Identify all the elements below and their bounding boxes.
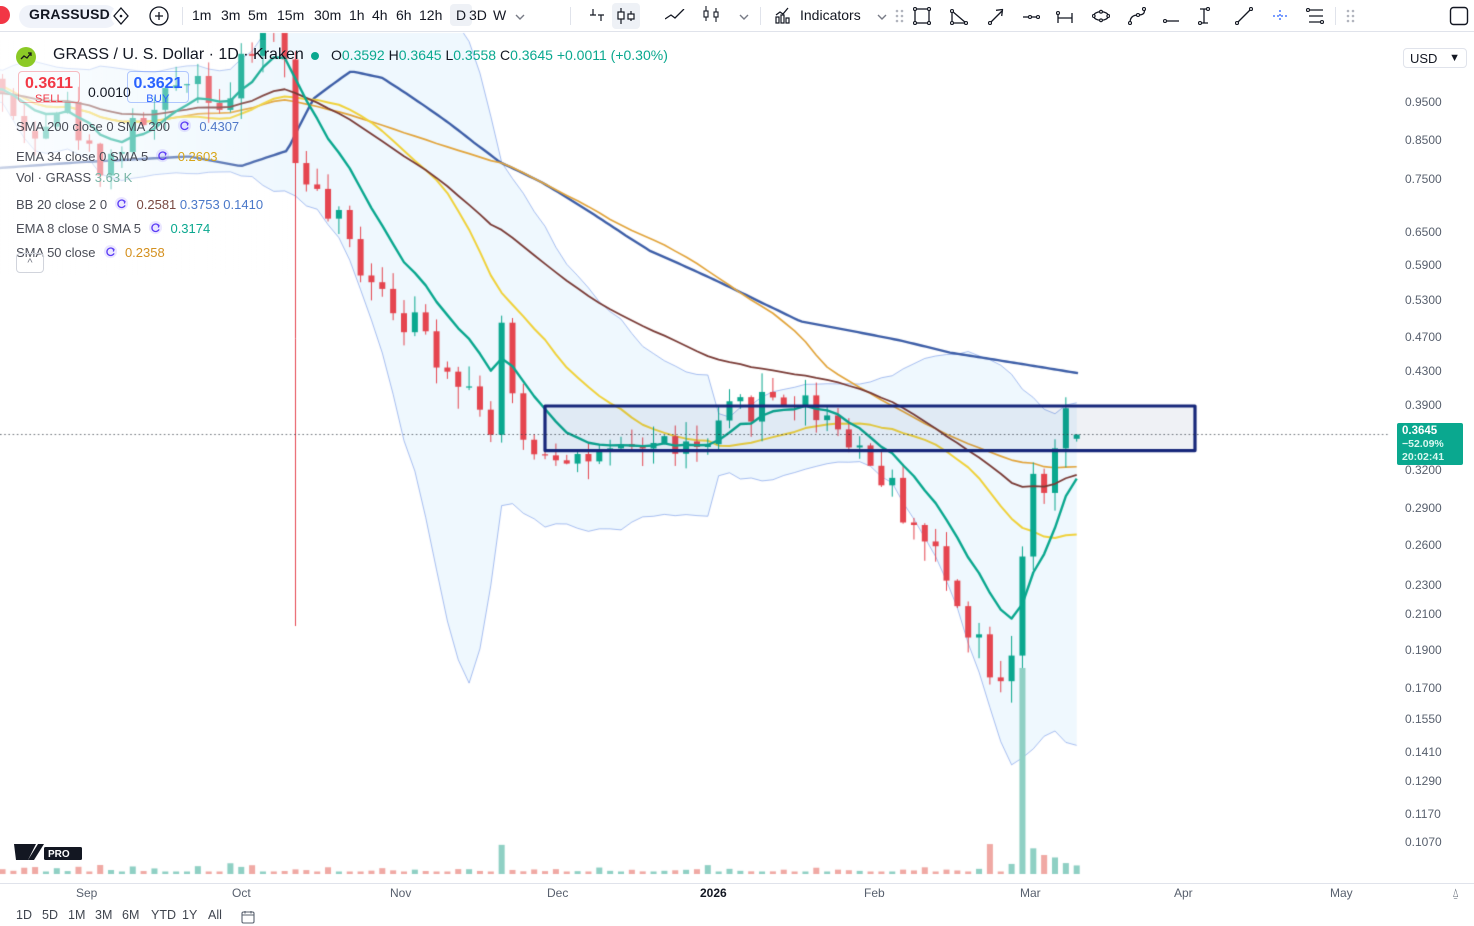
svg-text:PRO: PRO [48, 849, 70, 860]
